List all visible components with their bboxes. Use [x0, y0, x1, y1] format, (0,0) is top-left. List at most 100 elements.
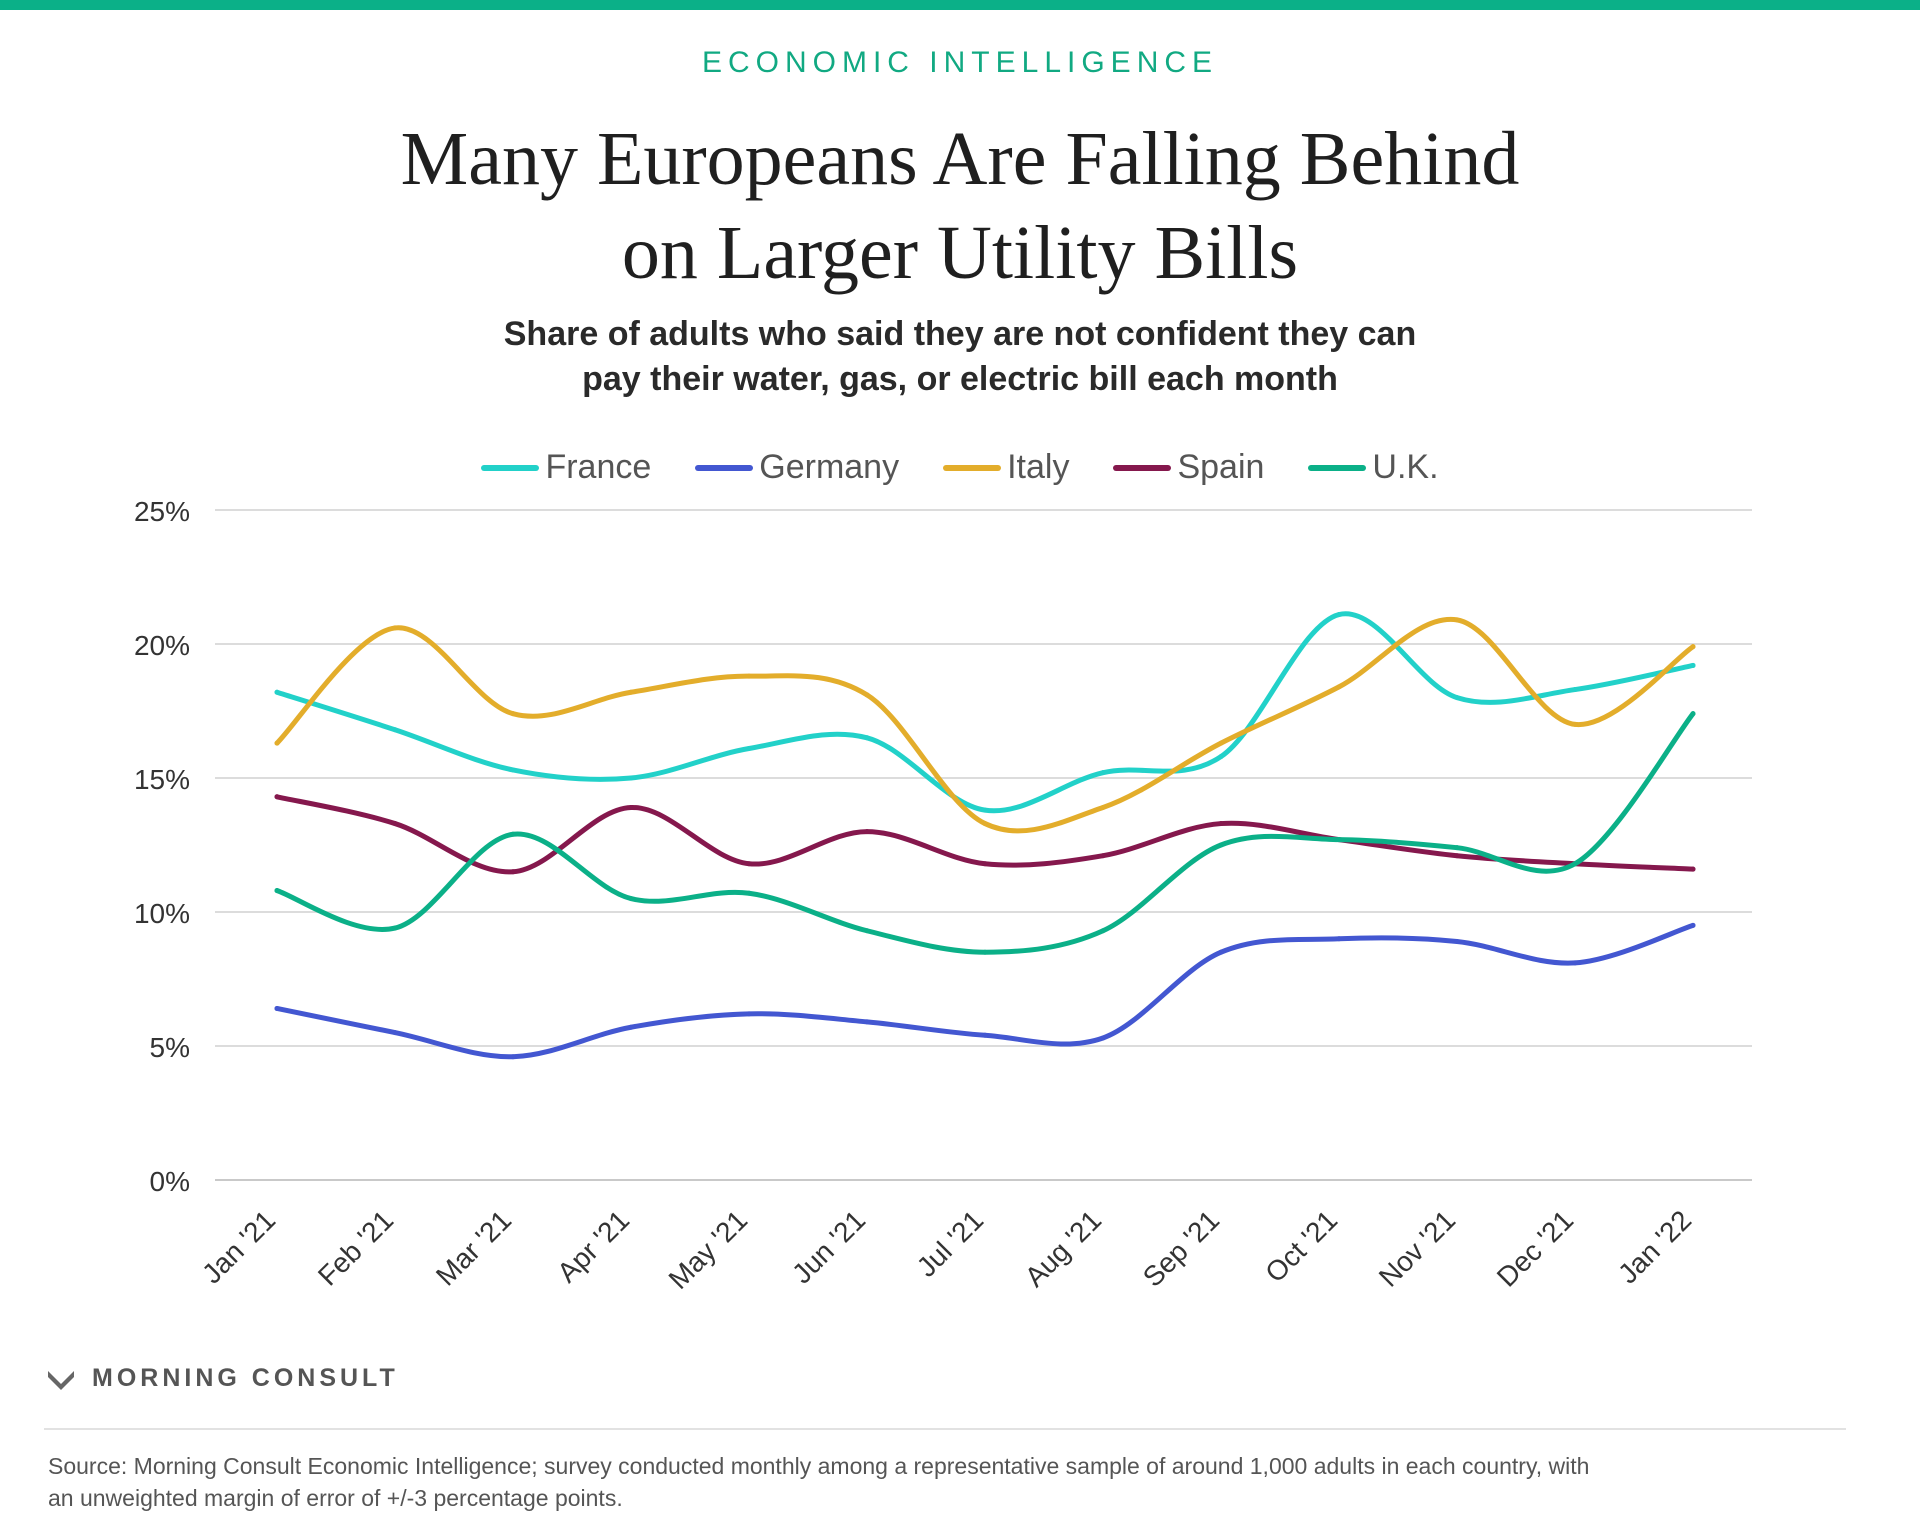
source-note-line-2: an unweighted margin of error of +/-3 pe…	[48, 1485, 623, 1511]
brand-name: MORNING CONSULT	[92, 1364, 399, 1392]
data-point-spain	[1690, 866, 1696, 872]
data-point-germany	[982, 1032, 988, 1038]
chart-subtitle: Share of adults who said they are not co…	[0, 312, 1920, 402]
data-point-u-k	[1336, 837, 1342, 843]
data-point-spain	[392, 821, 398, 827]
data-point-italy	[1454, 617, 1460, 623]
data-point-spain	[510, 869, 516, 875]
data-point-france	[274, 689, 280, 695]
legend-swatch	[695, 464, 754, 471]
x-tick-label: Aug '21	[1019, 1204, 1107, 1292]
data-point-spain	[1100, 853, 1106, 859]
legend-swatch	[1113, 464, 1172, 471]
legend-label: Spain	[1177, 448, 1265, 486]
data-point-italy	[1218, 740, 1224, 746]
data-point-france	[1454, 695, 1460, 701]
x-tick-label: Feb '21	[312, 1204, 399, 1291]
legend-label: Germany	[759, 448, 900, 486]
x-tick-label: Dec '21	[1491, 1204, 1579, 1292]
data-point-u-k	[1218, 842, 1224, 848]
data-point-italy	[510, 711, 516, 717]
x-tick-label: Jun '21	[786, 1204, 871, 1289]
legend-swatch	[943, 464, 1002, 471]
x-tick-label: Nov '21	[1373, 1204, 1461, 1292]
legend-swatch	[1308, 464, 1367, 471]
data-point-germany	[1572, 960, 1578, 966]
x-tick-label: Jul '21	[911, 1204, 990, 1283]
y-tick-label: 0%	[150, 1166, 190, 1197]
chart-title: Many Europeans Are Falling Behind on Lar…	[0, 112, 1920, 300]
data-point-germany	[1690, 922, 1696, 928]
chart-subtitle-line-1: Share of adults who said they are not co…	[503, 315, 1417, 353]
data-point-france	[1336, 612, 1342, 618]
data-point-u-k	[864, 928, 870, 934]
data-point-france	[1218, 754, 1224, 760]
x-tick-label: Sep '21	[1137, 1204, 1225, 1292]
data-point-u-k	[982, 949, 988, 955]
legend-label: Italy	[1007, 448, 1070, 486]
legend-item-u-k: U.K.	[1308, 448, 1439, 487]
data-point-france	[1572, 687, 1578, 693]
chart-title-line-1: Many Europeans Are Falling Behind	[400, 117, 1520, 201]
data-point-italy	[746, 673, 752, 679]
chart-subtitle-line-2: pay their water, gas, or electric bill e…	[582, 360, 1338, 398]
data-point-u-k	[392, 925, 398, 931]
data-point-france	[982, 807, 988, 813]
x-tick-label: Apr '21	[551, 1204, 635, 1288]
data-point-italy	[982, 821, 988, 827]
data-point-spain	[1454, 853, 1460, 859]
data-point-u-k	[746, 890, 752, 896]
data-point-germany	[392, 1030, 398, 1036]
y-tick-label: 15%	[134, 764, 190, 795]
data-point-france	[746, 746, 752, 752]
data-point-italy	[1336, 684, 1342, 690]
data-point-italy	[392, 625, 398, 631]
data-point-italy	[1572, 721, 1578, 727]
data-point-france	[510, 767, 516, 773]
data-point-u-k	[274, 888, 280, 894]
data-point-germany	[274, 1005, 280, 1011]
data-point-germany	[1218, 949, 1224, 955]
data-point-germany	[1336, 936, 1342, 942]
data-point-spain	[864, 829, 870, 835]
footer-divider	[44, 1428, 1846, 1430]
chart-legend: France Germany Italy Spain U.K.	[0, 448, 1920, 487]
top-accent-bar	[0, 0, 1920, 10]
data-point-u-k	[1454, 845, 1460, 851]
data-point-germany	[1100, 1035, 1106, 1041]
legend-swatch	[481, 464, 540, 471]
y-tick-label: 10%	[134, 898, 190, 929]
data-point-u-k	[1100, 928, 1106, 934]
series-line-italy	[274, 616, 1696, 834]
data-point-germany	[746, 1011, 752, 1017]
y-tick-label: 25%	[134, 496, 190, 527]
data-point-italy	[628, 689, 634, 695]
x-tick-label: May '21	[663, 1204, 754, 1295]
brand-logo: MORNING CONSULT	[46, 1364, 399, 1393]
source-note: Source: Morning Consult Economic Intelli…	[48, 1450, 1828, 1514]
data-point-germany	[628, 1024, 634, 1030]
y-tick-label: 5%	[150, 1032, 190, 1063]
data-point-u-k	[1572, 861, 1578, 867]
chart-title-line-2: on Larger Utility Bills	[621, 211, 1299, 295]
legend-label: U.K.	[1372, 448, 1439, 486]
data-point-germany	[1454, 938, 1460, 944]
data-point-u-k	[510, 831, 516, 837]
data-point-italy	[1100, 804, 1106, 810]
data-point-france	[392, 727, 398, 733]
data-point-italy	[864, 692, 870, 698]
legend-item-france: France	[481, 448, 651, 487]
data-point-spain	[274, 794, 280, 800]
x-tick-label: Jan '22	[1612, 1204, 1697, 1289]
legend-item-spain: Spain	[1113, 448, 1264, 487]
section-kicker: ECONOMIC INTELLIGENCE	[701, 46, 1219, 79]
data-point-germany	[510, 1054, 516, 1060]
data-point-france	[1690, 662, 1696, 668]
data-point-spain	[628, 804, 634, 810]
data-point-italy	[1690, 644, 1696, 650]
data-point-italy	[274, 740, 280, 746]
legend-item-italy: Italy	[943, 448, 1069, 487]
data-point-france	[864, 735, 870, 741]
data-point-u-k	[1690, 711, 1696, 717]
